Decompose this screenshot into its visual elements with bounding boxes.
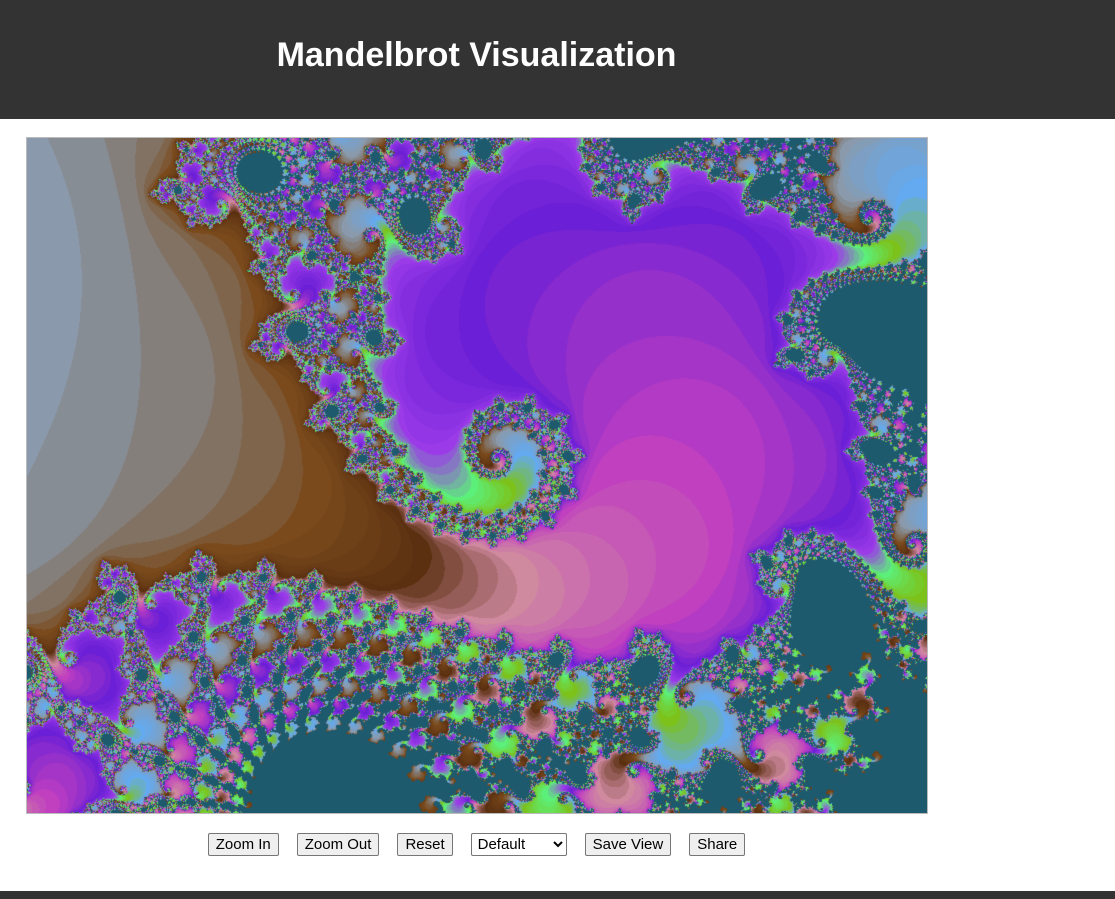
zoom-out-button[interactable]: Zoom Out [296,832,380,856]
reset-button[interactable]: Reset [397,832,453,856]
page-title: Mandelbrot Visualization [276,36,677,74]
mandelbrot-canvas[interactable] [27,138,927,813]
share-button[interactable]: Share [689,832,746,856]
palette-select[interactable]: Default [470,832,567,856]
app-header: Mandelbrot Visualization [0,0,1115,119]
zoom-in-button[interactable]: Zoom In [207,832,279,856]
app-footer [0,891,1115,899]
fractal-viewer[interactable] [26,137,928,814]
save-view-button[interactable]: Save View [584,832,672,856]
controls-bar: Zoom In Zoom Out Reset Default Save View… [0,832,953,856]
